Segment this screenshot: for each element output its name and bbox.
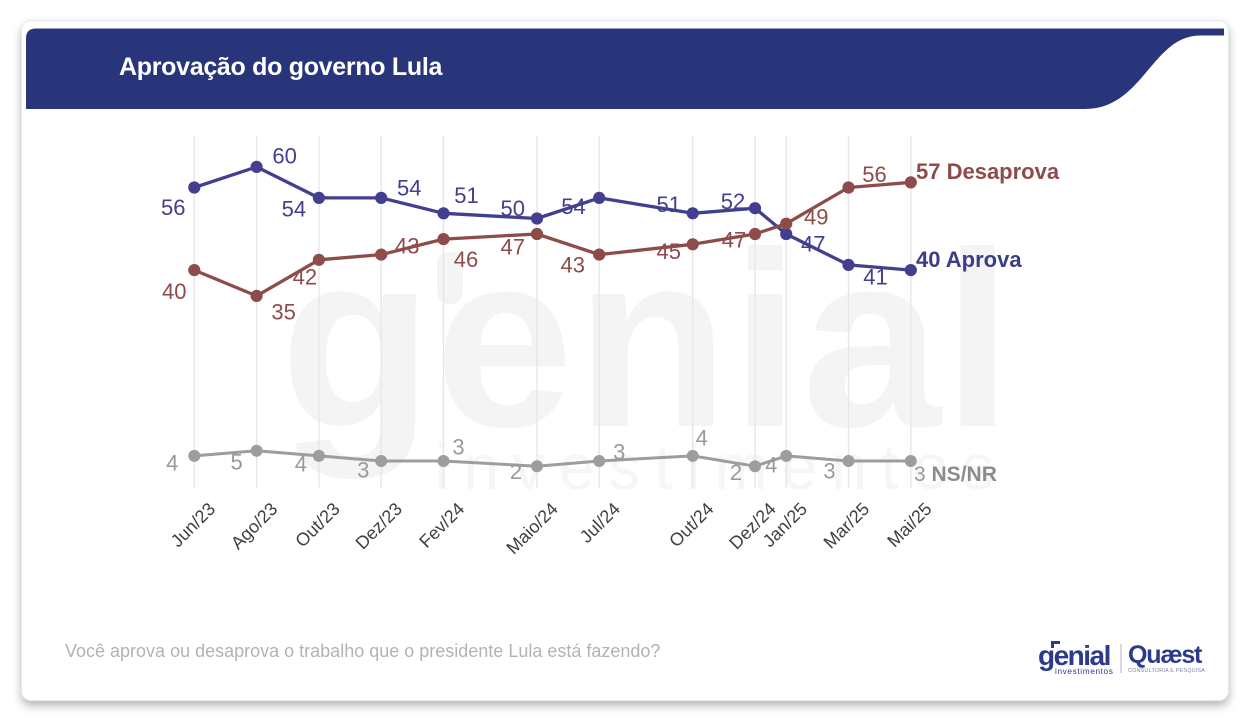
svg-text:investimentos: investimentos	[1055, 666, 1114, 676]
svg-text:41: 41	[863, 265, 887, 290]
svg-text:Out/23: Out/23	[291, 499, 343, 551]
svg-text:54: 54	[561, 194, 585, 219]
svg-text:35: 35	[271, 300, 295, 325]
svg-text:2: 2	[510, 459, 522, 484]
svg-text:50: 50	[500, 196, 524, 221]
svg-text:4: 4	[765, 453, 777, 478]
svg-text:Jul/24: Jul/24	[576, 499, 624, 547]
svg-text:43: 43	[561, 252, 585, 277]
svg-text:4: 4	[696, 426, 708, 451]
svg-text:4: 4	[295, 452, 307, 477]
svg-text:43: 43	[395, 233, 419, 258]
svg-text:Out/24: Out/24	[665, 499, 717, 551]
svg-text:Mar/25: Mar/25	[820, 499, 874, 553]
svg-text:45: 45	[656, 239, 680, 264]
svg-text:49: 49	[804, 204, 828, 229]
svg-text:3: 3	[357, 458, 369, 483]
svg-text:genial: genial	[1038, 640, 1110, 671]
svg-text:3 NS/NR: 3 NS/NR	[914, 463, 997, 486]
svg-text:Mai/25: Mai/25	[883, 499, 935, 551]
svg-text:57 Desaprova: 57 Desaprova	[916, 159, 1060, 184]
svg-text:Jun/23: Jun/23	[167, 499, 219, 551]
svg-text:Dez/23: Dez/23	[352, 499, 406, 553]
svg-text:56: 56	[161, 195, 185, 220]
svg-text:Ago/23: Ago/23	[227, 499, 281, 553]
svg-text:42: 42	[293, 265, 317, 290]
svg-text:47: 47	[500, 234, 524, 259]
svg-text:60: 60	[272, 144, 296, 169]
svg-text:4: 4	[166, 451, 178, 476]
svg-text:40 Aprova: 40 Aprova	[916, 247, 1022, 272]
svg-text:54: 54	[397, 176, 421, 201]
svg-text:5: 5	[230, 449, 242, 474]
svg-text:Quæst: Quæst	[1128, 641, 1203, 669]
svg-text:3: 3	[452, 435, 464, 460]
svg-text:47: 47	[801, 232, 825, 257]
svg-text:51: 51	[656, 192, 680, 217]
svg-text:56: 56	[862, 162, 886, 187]
svg-text:Maio/24: Maio/24	[502, 499, 561, 558]
svg-text:Fev/24: Fev/24	[415, 499, 468, 552]
svg-text:51: 51	[454, 183, 478, 208]
svg-text:46: 46	[454, 247, 478, 272]
svg-text:52: 52	[721, 189, 745, 214]
svg-text:genial: genial	[280, 200, 1014, 479]
svg-text:2: 2	[730, 460, 742, 485]
svg-text:47: 47	[722, 228, 746, 253]
svg-text:3: 3	[823, 459, 835, 484]
svg-text:40: 40	[162, 279, 186, 304]
svg-text:3: 3	[613, 440, 625, 465]
svg-text:CONSULTORIA E PESQUISA: CONSULTORIA E PESQUISA	[1128, 668, 1205, 674]
svg-text:54: 54	[282, 197, 306, 222]
